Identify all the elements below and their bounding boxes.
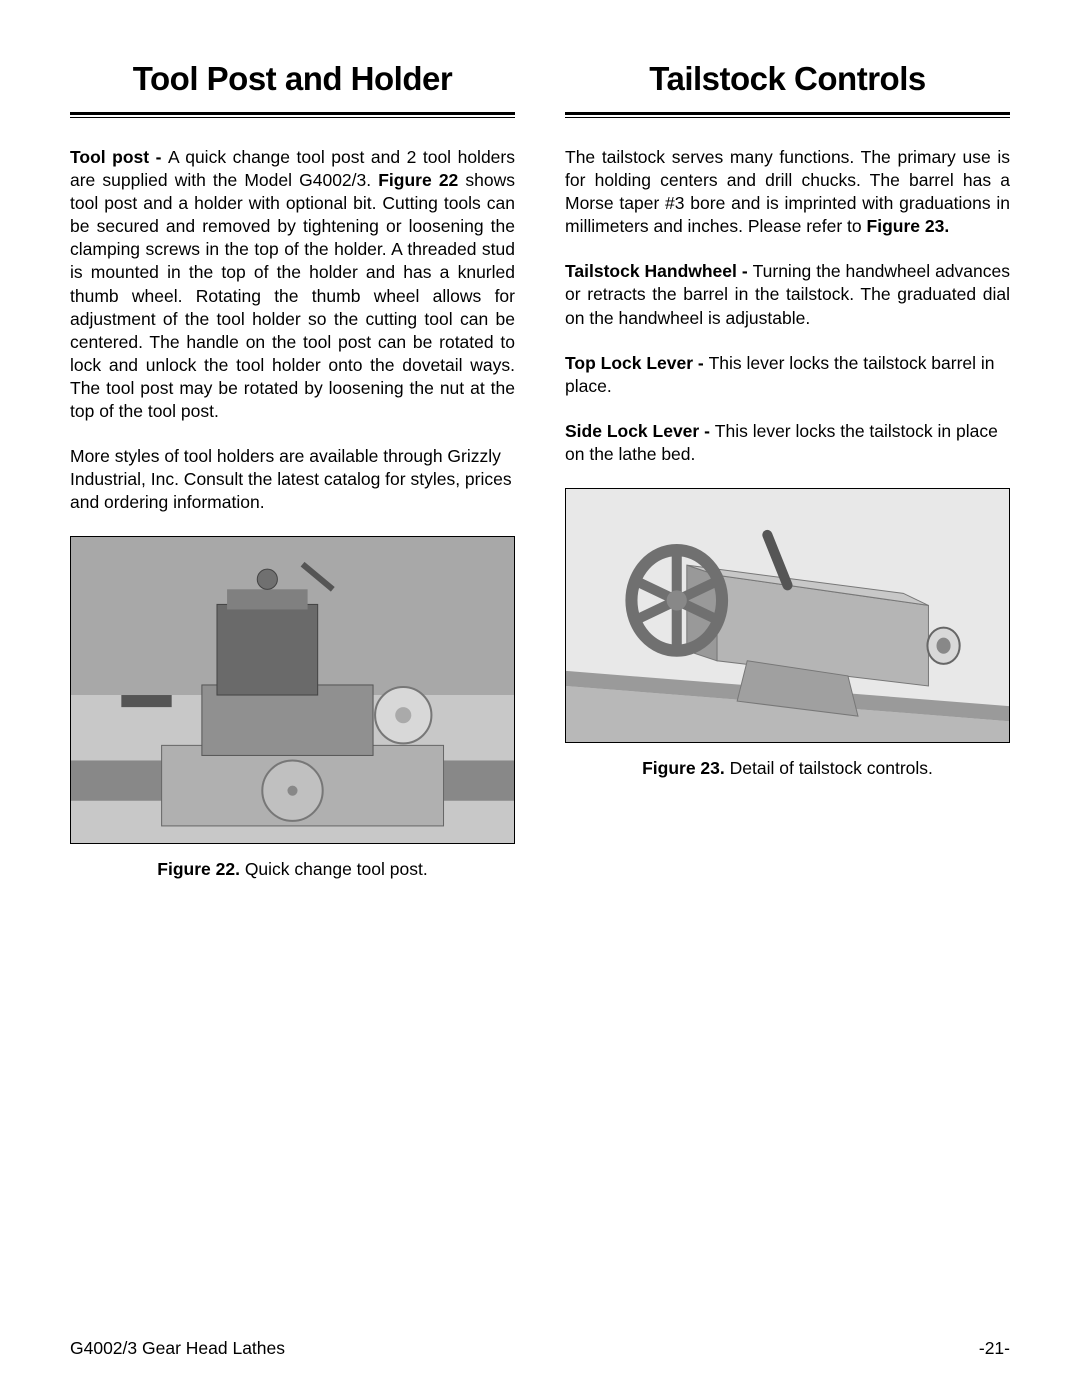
term: Tool post - [70, 147, 168, 167]
paragraph: Tailstock Handwheel - Turning the handwh… [565, 260, 1010, 329]
term: Side Lock Lever - [565, 421, 715, 441]
figure-23-image [565, 488, 1010, 743]
heading-tool-post: Tool Post and Holder [70, 60, 515, 98]
paragraph: Top Lock Lever - This lever locks the ta… [565, 352, 1010, 398]
divider [565, 112, 1010, 115]
figure-22-image [70, 536, 515, 844]
figure-22-caption: Figure 22. Quick change tool post. [70, 858, 515, 881]
figure-23-caption: Figure 23. Detail of tailstock controls. [565, 757, 1010, 780]
figure-ref: Figure 23. [867, 216, 950, 236]
paragraph: Tool post - A quick change tool post and… [70, 146, 515, 423]
footer-title: G4002/3 Gear Head Lathes [70, 1338, 285, 1359]
paragraph: The tailstock serves many functions. The… [565, 146, 1010, 238]
heading-tailstock: Tailstock Controls [565, 60, 1010, 98]
page-footer: G4002/3 Gear Head Lathes -21- [70, 1338, 1010, 1359]
paragraph: More styles of tool holders are availabl… [70, 445, 515, 514]
term: Top Lock Lever - [565, 353, 709, 373]
divider [565, 117, 1010, 118]
paragraph: Side Lock Lever - This lever locks the t… [565, 420, 1010, 466]
divider [70, 117, 515, 118]
page-number: -21- [979, 1338, 1010, 1359]
divider [70, 112, 515, 115]
figure-ref: Figure 22 [378, 170, 458, 190]
left-column: Tool Post and Holder Tool post - A quick… [70, 60, 515, 882]
right-column: Tailstock Controls The tailstock serves … [565, 60, 1010, 882]
term: Tailstock Handwheel - [565, 261, 753, 281]
